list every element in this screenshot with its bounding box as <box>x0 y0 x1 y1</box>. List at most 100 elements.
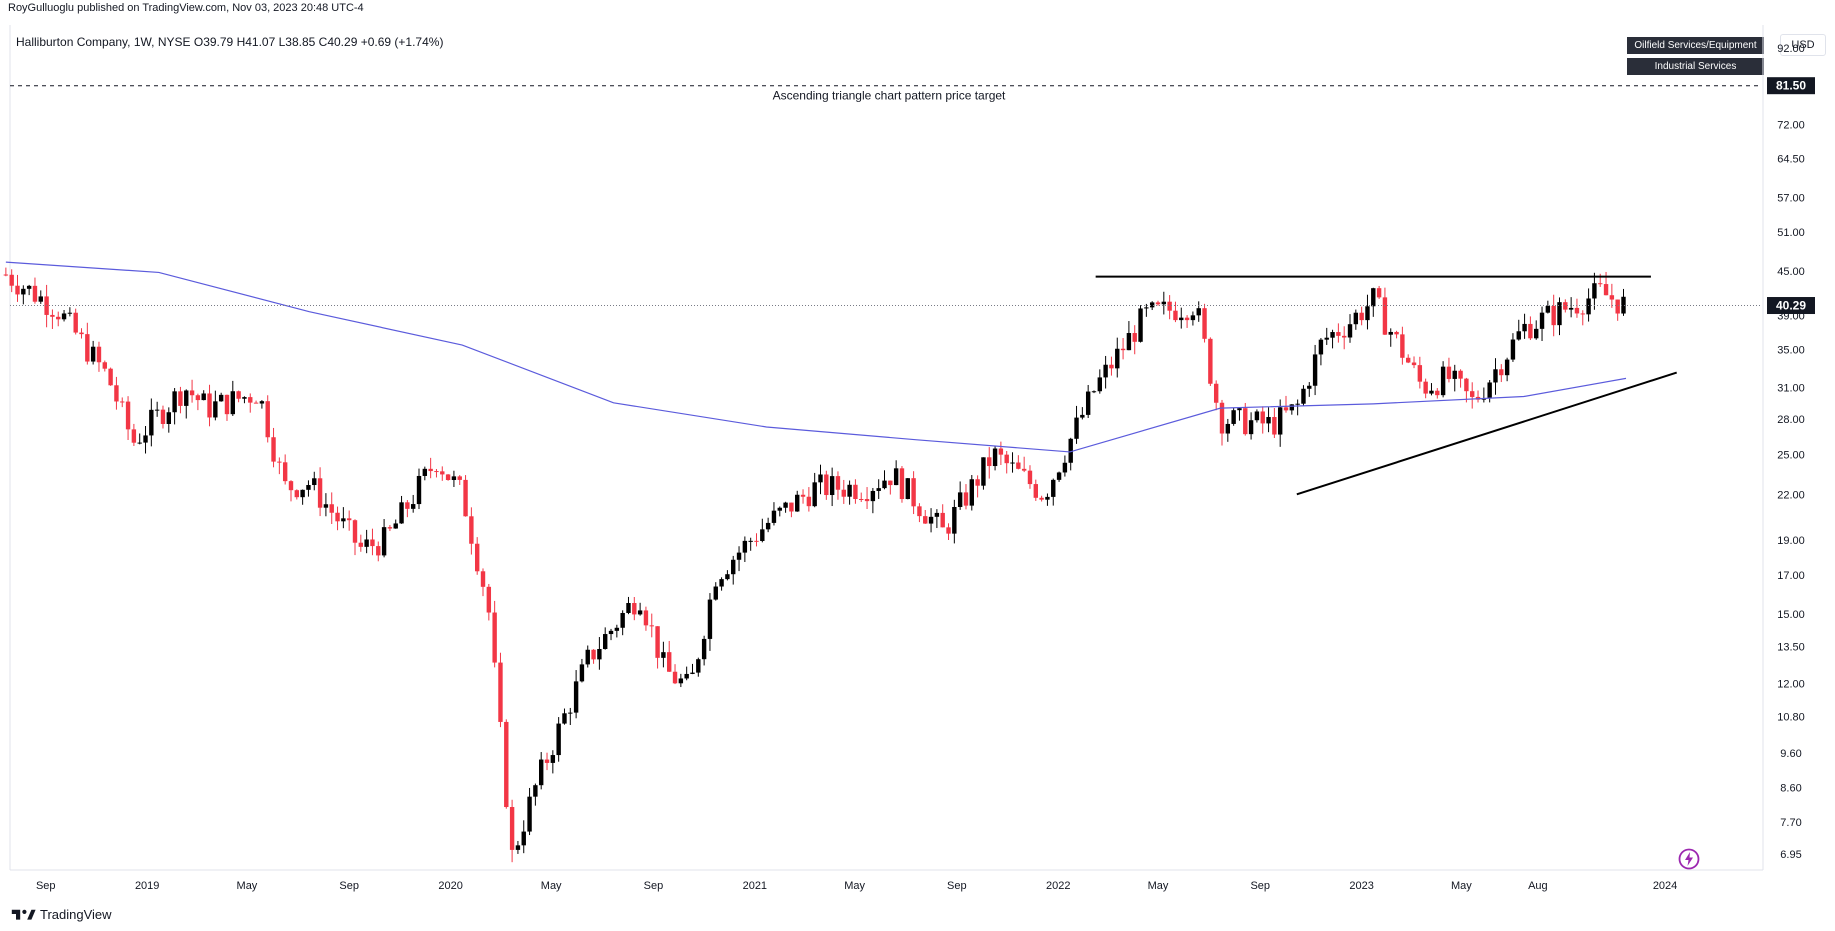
candle-body <box>853 484 858 499</box>
legend-high: H41.07 <box>236 35 276 49</box>
time-axis[interactable]: Sep 2019 May Sep 2020 May Sep 2021 May Sep 2022 May… <box>36 880 1677 892</box>
candle-body <box>952 506 957 534</box>
candle-body <box>364 539 369 547</box>
candle-body <box>1289 404 1295 411</box>
candle-body <box>294 490 300 498</box>
candle-body <box>911 478 916 507</box>
industry-tag[interactable]: Industrial Services <box>1627 58 1764 75</box>
candle-body <box>1266 417 1271 424</box>
candle-body <box>736 552 742 560</box>
target-price-badge: 81.50 <box>1767 77 1815 95</box>
candle-body <box>50 314 55 317</box>
candle-body <box>742 540 748 553</box>
price-tick-label: 15.00 <box>1777 609 1805 621</box>
candle-body <box>1202 308 1207 339</box>
candle-body <box>1149 302 1155 308</box>
legend-low: L38.85 <box>278 35 316 49</box>
candle-body <box>987 457 992 467</box>
candle-body <box>847 484 852 497</box>
footer-brand[interactable]: TradingView <box>10 904 112 924</box>
candle-body <box>469 516 474 544</box>
candle-body <box>597 649 602 660</box>
candle-body <box>1516 331 1521 340</box>
time-tick-label: May <box>844 880 865 892</box>
candle-body <box>1365 306 1370 321</box>
price-tick-label: 8.60 <box>1780 782 1801 794</box>
candle-body <box>166 412 171 424</box>
candle-body <box>189 390 195 396</box>
time-tick-label: 2021 <box>743 880 767 892</box>
candle-body <box>1033 484 1038 498</box>
candle-body <box>463 479 468 517</box>
candle-body <box>835 476 841 490</box>
candle-body <box>800 494 806 497</box>
candle-body <box>393 523 398 529</box>
price-chart[interactable]: 92.0072.0064.5057.0051.0045.0039.0035.00… <box>0 0 1835 900</box>
sector-tag[interactable]: Oilfield Services/Equipment <box>1627 37 1764 54</box>
price-tick-label: 72.00 <box>1777 119 1805 131</box>
candle-body <box>1062 462 1068 473</box>
price-tick-label: 45.00 <box>1777 266 1805 278</box>
candle-body <box>428 468 433 472</box>
candle-body <box>149 409 154 436</box>
candle-body <box>38 296 43 302</box>
candle-body <box>754 540 759 542</box>
candle-body <box>1609 295 1615 300</box>
candle-body <box>154 409 160 411</box>
currency-badge[interactable]: USD <box>1780 34 1826 56</box>
candle-body <box>422 468 428 476</box>
candle-body <box>1301 388 1306 404</box>
candle-body <box>1400 334 1405 358</box>
candle-body <box>137 442 142 444</box>
candle-body <box>300 489 305 498</box>
candle-body <box>1586 298 1591 315</box>
support-trendline[interactable] <box>1296 371 1678 496</box>
candle-body <box>3 274 9 276</box>
candle-body <box>1324 337 1329 340</box>
candle-body <box>556 723 561 756</box>
candle-body <box>1103 364 1108 378</box>
candle-body <box>760 529 765 541</box>
time-tick-label: 2022 <box>1046 880 1070 892</box>
candle-body <box>643 610 649 626</box>
candle-body <box>1190 315 1196 321</box>
candle-body <box>1499 369 1504 376</box>
candle-body <box>719 579 724 587</box>
time-tick-label: Aug <box>1528 880 1548 892</box>
candle-body <box>480 571 486 587</box>
candle-body <box>1592 283 1597 299</box>
candle-body <box>1243 408 1248 435</box>
candle-body <box>125 401 131 430</box>
footer-brand-label: TradingView <box>40 906 112 922</box>
candle-body <box>67 312 73 314</box>
candle-body <box>172 391 177 413</box>
price-tick-label: 9.60 <box>1780 748 1801 760</box>
candle-body <box>346 518 352 521</box>
candle-body <box>1208 338 1213 384</box>
candle-body <box>440 471 445 475</box>
candle-body <box>1184 317 1190 321</box>
candle-body <box>1254 411 1260 421</box>
candle-body <box>1510 339 1516 360</box>
candle-body <box>1522 323 1527 332</box>
candle-body <box>1283 407 1289 411</box>
candle-body <box>1074 417 1079 439</box>
candle-body <box>1528 323 1533 339</box>
candle-body <box>358 542 364 547</box>
svg-text:40.29: 40.29 <box>1776 299 1806 313</box>
candle-body <box>1452 370 1457 379</box>
candle-body <box>1598 283 1603 285</box>
candle-body <box>1307 385 1312 389</box>
candle-body <box>934 512 940 517</box>
candle-body <box>376 546 381 556</box>
candle-body <box>632 603 637 615</box>
candle-body <box>678 678 684 684</box>
price-tick-label: 19.00 <box>1777 535 1805 547</box>
candle-body <box>312 478 317 486</box>
lightning-icon[interactable] <box>1677 847 1701 871</box>
candle-body <box>399 502 404 524</box>
price-axis[interactable]: 92.0072.0064.5057.0051.0045.0039.0035.00… <box>1777 43 1805 861</box>
candle-body <box>21 288 26 295</box>
candle-body <box>73 312 78 333</box>
candle-body <box>614 627 620 631</box>
